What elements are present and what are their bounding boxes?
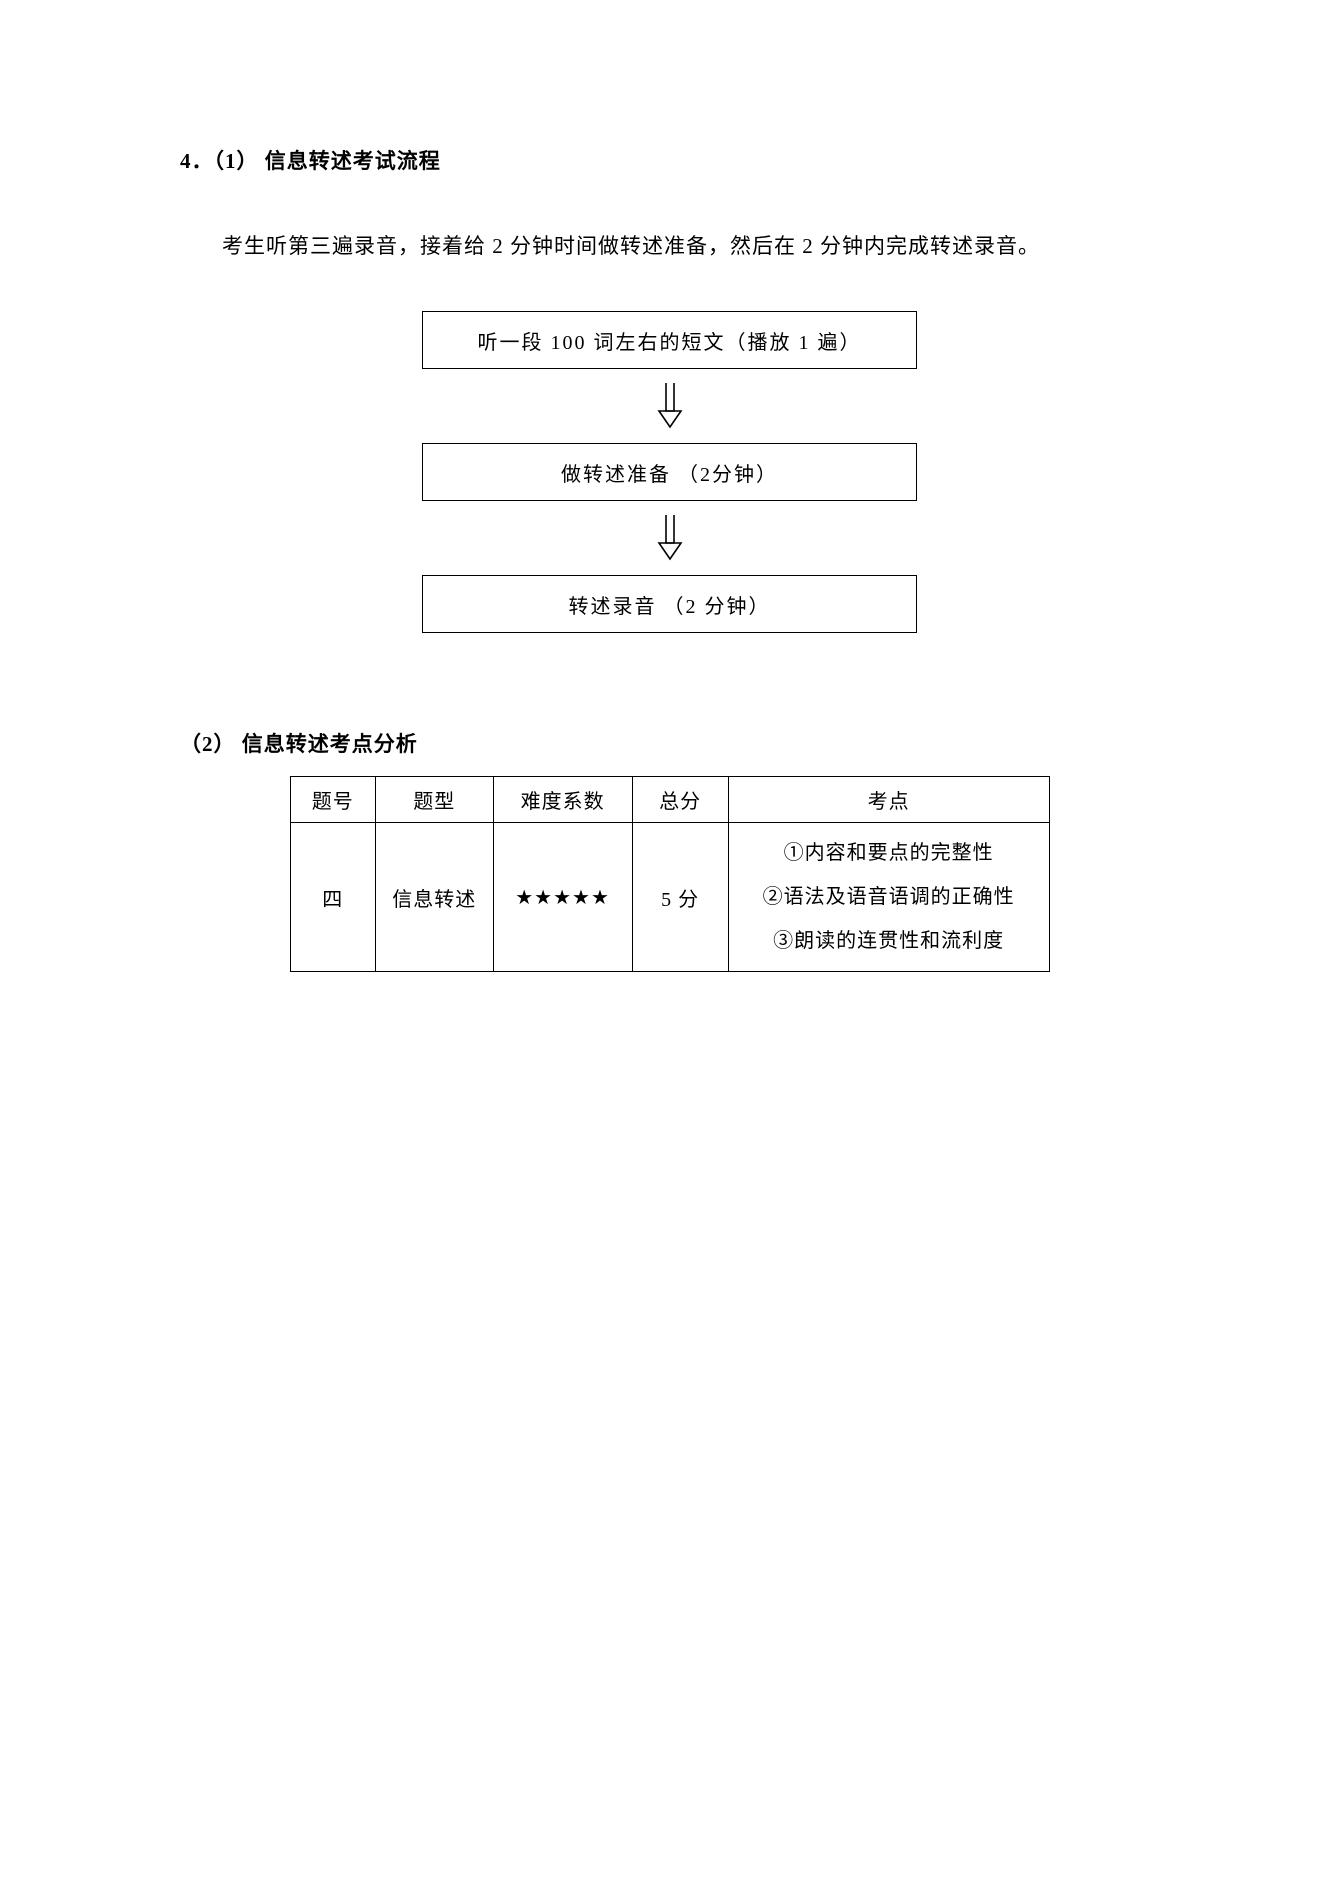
- header-num: 题号: [290, 777, 376, 823]
- header-score: 总分: [632, 777, 728, 823]
- cell-points: ①内容和要点的完整性 ②语法及语音语调的正确性 ③朗读的连贯性和流利度: [728, 823, 1049, 972]
- flow-arrow-icon: [652, 375, 688, 437]
- header-difficulty: 难度系数: [493, 777, 632, 823]
- cell-type: 信息转述: [376, 823, 494, 972]
- section-2-heading: （2） 信息转述考点分析: [180, 728, 1159, 758]
- flow-arrow-icon: [652, 507, 688, 569]
- cell-score: 5 分: [632, 823, 728, 972]
- table-header-row: 题号 题型 难度系数 总分 考点: [290, 777, 1049, 823]
- analysis-table: 题号 题型 难度系数 总分 考点 四 信息转述 ★★★★★ 5 分 ①内容和要点…: [290, 776, 1050, 972]
- point-2: ②语法及语音语调的正确性: [729, 875, 1049, 919]
- cell-num: 四: [290, 823, 376, 972]
- section-1-heading: 4．（1） 信息转述考试流程: [180, 145, 1159, 175]
- point-3: ③朗读的连贯性和流利度: [729, 919, 1049, 963]
- flow-step-1: 听一段 100 词左右的短文（播放 1 遍）: [422, 311, 917, 369]
- section-1-paragraph: 考生听第三遍录音，接着给 2 分钟时间做转述准备，然后在 2 分钟内完成转述录音…: [180, 223, 1159, 269]
- table-row: 四 信息转述 ★★★★★ 5 分 ①内容和要点的完整性 ②语法及语音语调的正确性…: [290, 823, 1049, 972]
- flow-step-2: 做转述准备 （2分钟）: [422, 443, 917, 501]
- header-type: 题型: [376, 777, 494, 823]
- point-1: ①内容和要点的完整性: [729, 831, 1049, 875]
- header-points: 考点: [728, 777, 1049, 823]
- cell-difficulty: ★★★★★: [493, 823, 632, 972]
- flowchart: 听一段 100 词左右的短文（播放 1 遍） 做转述准备 （2分钟） 转述录音 …: [180, 311, 1159, 633]
- flow-step-3: 转述录音 （2 分钟）: [422, 575, 917, 633]
